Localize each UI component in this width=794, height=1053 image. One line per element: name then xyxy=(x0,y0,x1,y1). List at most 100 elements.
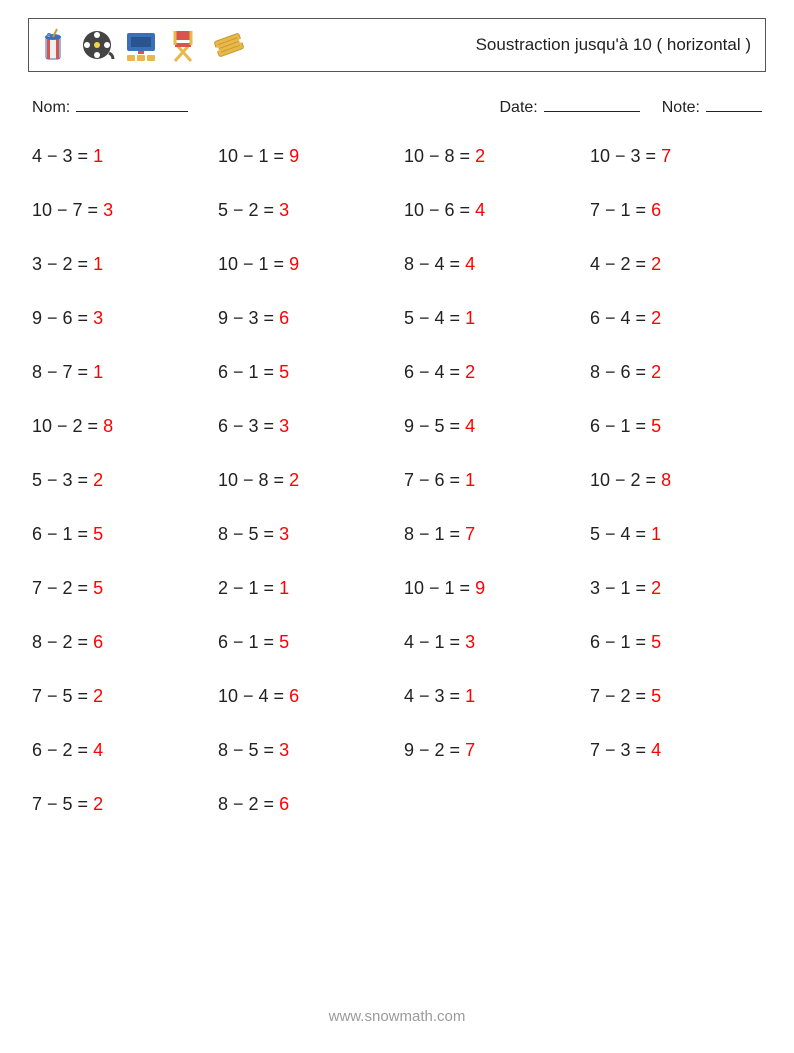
problem-expression: 6 − 2 = xyxy=(32,740,93,760)
problem-expression: 9 − 3 = xyxy=(218,308,279,328)
problem-expression: 9 − 6 = xyxy=(32,308,93,328)
problem: 10 − 2 = 8 xyxy=(590,471,766,489)
problem-answer: 2 xyxy=(651,578,661,598)
problem: 7 − 2 = 5 xyxy=(32,579,208,597)
problem-expression: 6 − 4 = xyxy=(590,308,651,328)
problem-answer: 2 xyxy=(93,686,103,706)
problem-expression: 6 − 1 = xyxy=(590,416,651,436)
problem: 8 − 5 = 3 xyxy=(218,525,394,543)
problem-answer: 3 xyxy=(465,632,475,652)
worksheet-page: C xyxy=(0,0,794,1053)
problem: 8 − 2 = 6 xyxy=(218,795,394,813)
problem: 10 − 8 = 2 xyxy=(404,147,580,165)
problem-answer: 1 xyxy=(93,254,103,274)
problem: 5 − 4 = 1 xyxy=(404,309,580,327)
problem-expression: 10 − 7 = xyxy=(32,200,103,220)
cinema-ticket-icon xyxy=(211,27,247,63)
problem: 6 − 2 = 4 xyxy=(32,741,208,759)
problem: 8 − 7 = 1 xyxy=(32,363,208,381)
problem-expression: 4 − 1 = xyxy=(404,632,465,652)
problem-expression: 5 − 3 = xyxy=(32,470,93,490)
problem: 5 − 4 = 1 xyxy=(590,525,766,543)
problem-answer: 3 xyxy=(103,200,113,220)
problem-answer: 3 xyxy=(279,524,289,544)
problem: 8 − 6 = 2 xyxy=(590,363,766,381)
problem-answer: 9 xyxy=(289,254,299,274)
svg-text:C: C xyxy=(48,33,51,38)
problem-expression: 5 − 4 = xyxy=(590,524,651,544)
problem-expression: 4 − 3 = xyxy=(32,146,93,166)
problems-col-4: 10 − 3 = 77 − 1 = 64 − 2 = 26 − 4 = 28 −… xyxy=(590,147,766,849)
problem-answer: 1 xyxy=(465,470,475,490)
footer-text: www.snowmath.com xyxy=(0,1008,794,1025)
problem-answer: 5 xyxy=(93,524,103,544)
problem-answer: 9 xyxy=(289,146,299,166)
problem-expression: 6 − 1 = xyxy=(218,632,279,652)
problem-expression: 10 − 8 = xyxy=(404,146,475,166)
problem: 7 − 6 = 1 xyxy=(404,471,580,489)
problem: 9 − 3 = 6 xyxy=(218,309,394,327)
problem-expression: 8 − 6 = xyxy=(590,362,651,382)
problem-answer: 4 xyxy=(465,416,475,436)
problem-answer: 2 xyxy=(289,470,299,490)
problem-answer: 7 xyxy=(465,524,475,544)
problem-answer: 1 xyxy=(93,146,103,166)
problem-expression: 8 − 2 = xyxy=(32,632,93,652)
problem: 10 − 2 = 8 xyxy=(32,417,208,435)
name-blank[interactable] xyxy=(76,98,188,112)
note-blank[interactable] xyxy=(706,98,762,112)
problem-answer: 2 xyxy=(93,470,103,490)
problem-expression: 6 − 4 = xyxy=(404,362,465,382)
date-label: Date: xyxy=(500,99,538,117)
problem: 7 − 1 = 6 xyxy=(590,201,766,219)
problem: 6 − 1 = 5 xyxy=(590,633,766,651)
problem-expression: 10 − 4 = xyxy=(218,686,289,706)
problem-answer: 6 xyxy=(279,308,289,328)
problem: 7 − 2 = 5 xyxy=(590,687,766,705)
problem: 3 − 2 = 1 xyxy=(32,255,208,273)
problem-answer: 9 xyxy=(475,578,485,598)
problem: 2 − 1 = 1 xyxy=(218,579,394,597)
problem: 4 − 1 = 3 xyxy=(404,633,580,651)
problem-expression: 8 − 1 = xyxy=(404,524,465,544)
director-chair-icon xyxy=(167,27,203,63)
problem-expression: 7 − 1 = xyxy=(590,200,651,220)
problem: 10 − 1 = 9 xyxy=(218,255,394,273)
note-label: Note: xyxy=(662,99,700,117)
problem: 10 − 8 = 2 xyxy=(218,471,394,489)
problem-expression: 6 − 1 = xyxy=(218,362,279,382)
problem-answer: 1 xyxy=(93,362,103,382)
date-blank[interactable] xyxy=(544,98,640,112)
problem: 6 − 3 = 3 xyxy=(218,417,394,435)
problem-answer: 6 xyxy=(93,632,103,652)
problem-expression: 5 − 2 = xyxy=(218,200,279,220)
problem: 7 − 5 = 2 xyxy=(32,687,208,705)
problem-answer: 2 xyxy=(651,254,661,274)
problem: 9 − 5 = 4 xyxy=(404,417,580,435)
problem-answer: 7 xyxy=(465,740,475,760)
problem: 6 − 4 = 2 xyxy=(404,363,580,381)
problem-expression: 10 − 2 = xyxy=(32,416,103,436)
problem-expression: 4 − 3 = xyxy=(404,686,465,706)
problem-answer: 1 xyxy=(279,578,289,598)
problem-answer: 3 xyxy=(279,740,289,760)
problem-answer: 3 xyxy=(93,308,103,328)
problem-expression: 2 − 1 = xyxy=(218,578,279,598)
header-box: C xyxy=(28,18,766,72)
problem-expression: 6 − 1 = xyxy=(32,524,93,544)
problem-expression: 3 − 2 = xyxy=(32,254,93,274)
problem: 7 − 3 = 4 xyxy=(590,741,766,759)
problem: 10 − 3 = 7 xyxy=(590,147,766,165)
problem: 4 − 3 = 1 xyxy=(404,687,580,705)
problem-expression: 6 − 1 = xyxy=(590,632,651,652)
problem-answer: 3 xyxy=(279,200,289,220)
problem-expression: 7 − 2 = xyxy=(590,686,651,706)
tv-screen-icon xyxy=(123,27,159,63)
cinema-cup-icon: C xyxy=(35,27,71,63)
problem-expression: 6 − 3 = xyxy=(218,416,279,436)
problem: 6 − 4 = 2 xyxy=(590,309,766,327)
problem: 6 − 1 = 5 xyxy=(218,633,394,651)
problem: 8 − 1 = 7 xyxy=(404,525,580,543)
problem-expression: 10 − 1 = xyxy=(404,578,475,598)
problem-answer: 7 xyxy=(661,146,671,166)
